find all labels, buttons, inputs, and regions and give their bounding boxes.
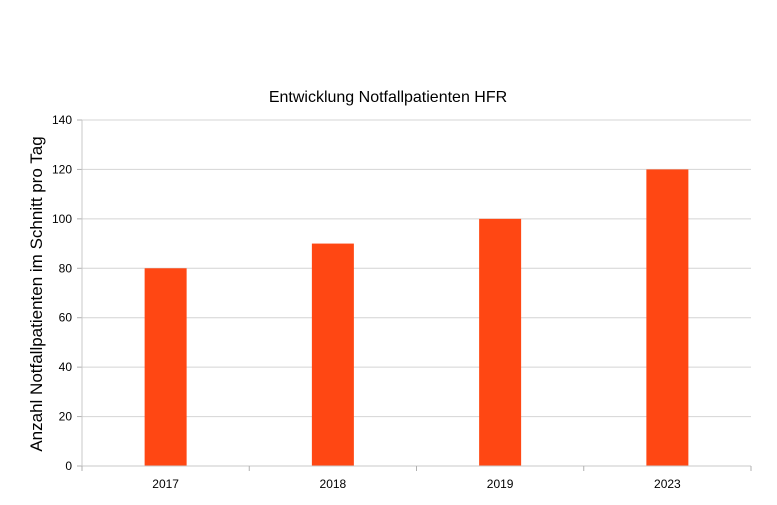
y-tick-label-120: 120 <box>52 162 72 176</box>
y-tick-label-20: 20 <box>59 410 73 424</box>
y-tick-label-60: 60 <box>59 311 73 325</box>
y-tick-label-40: 40 <box>59 360 73 374</box>
bar-2023 <box>646 169 689 466</box>
y-tick-label-0: 0 <box>65 459 72 473</box>
x-tick-label-2018: 2018 <box>320 477 347 491</box>
bar-2019 <box>479 218 522 466</box>
chart-title: Entwicklung Notfallpatienten HFR <box>269 89 507 106</box>
bars-layer <box>144 169 689 466</box>
x-tick-label-2023: 2023 <box>654 477 681 491</box>
x-tick-label-2019: 2019 <box>487 477 514 491</box>
x-tick-label-2017: 2017 <box>152 477 179 491</box>
y-tick-label-140: 140 <box>52 113 72 127</box>
bar-2017 <box>144 268 187 466</box>
y-tick-label-100: 100 <box>52 212 72 226</box>
grid-layer <box>82 119 751 418</box>
axis-layer <box>77 119 752 471</box>
y-axis-label: Anzahl Notfallpatienten im Schnitt pro T… <box>27 136 46 451</box>
y-tick-label-80: 80 <box>59 261 73 275</box>
bar-2018 <box>311 243 354 466</box>
labels-layer: 0 20 40 60 80 100 120 140 2017 2018 2019 2023 <box>52 113 681 491</box>
